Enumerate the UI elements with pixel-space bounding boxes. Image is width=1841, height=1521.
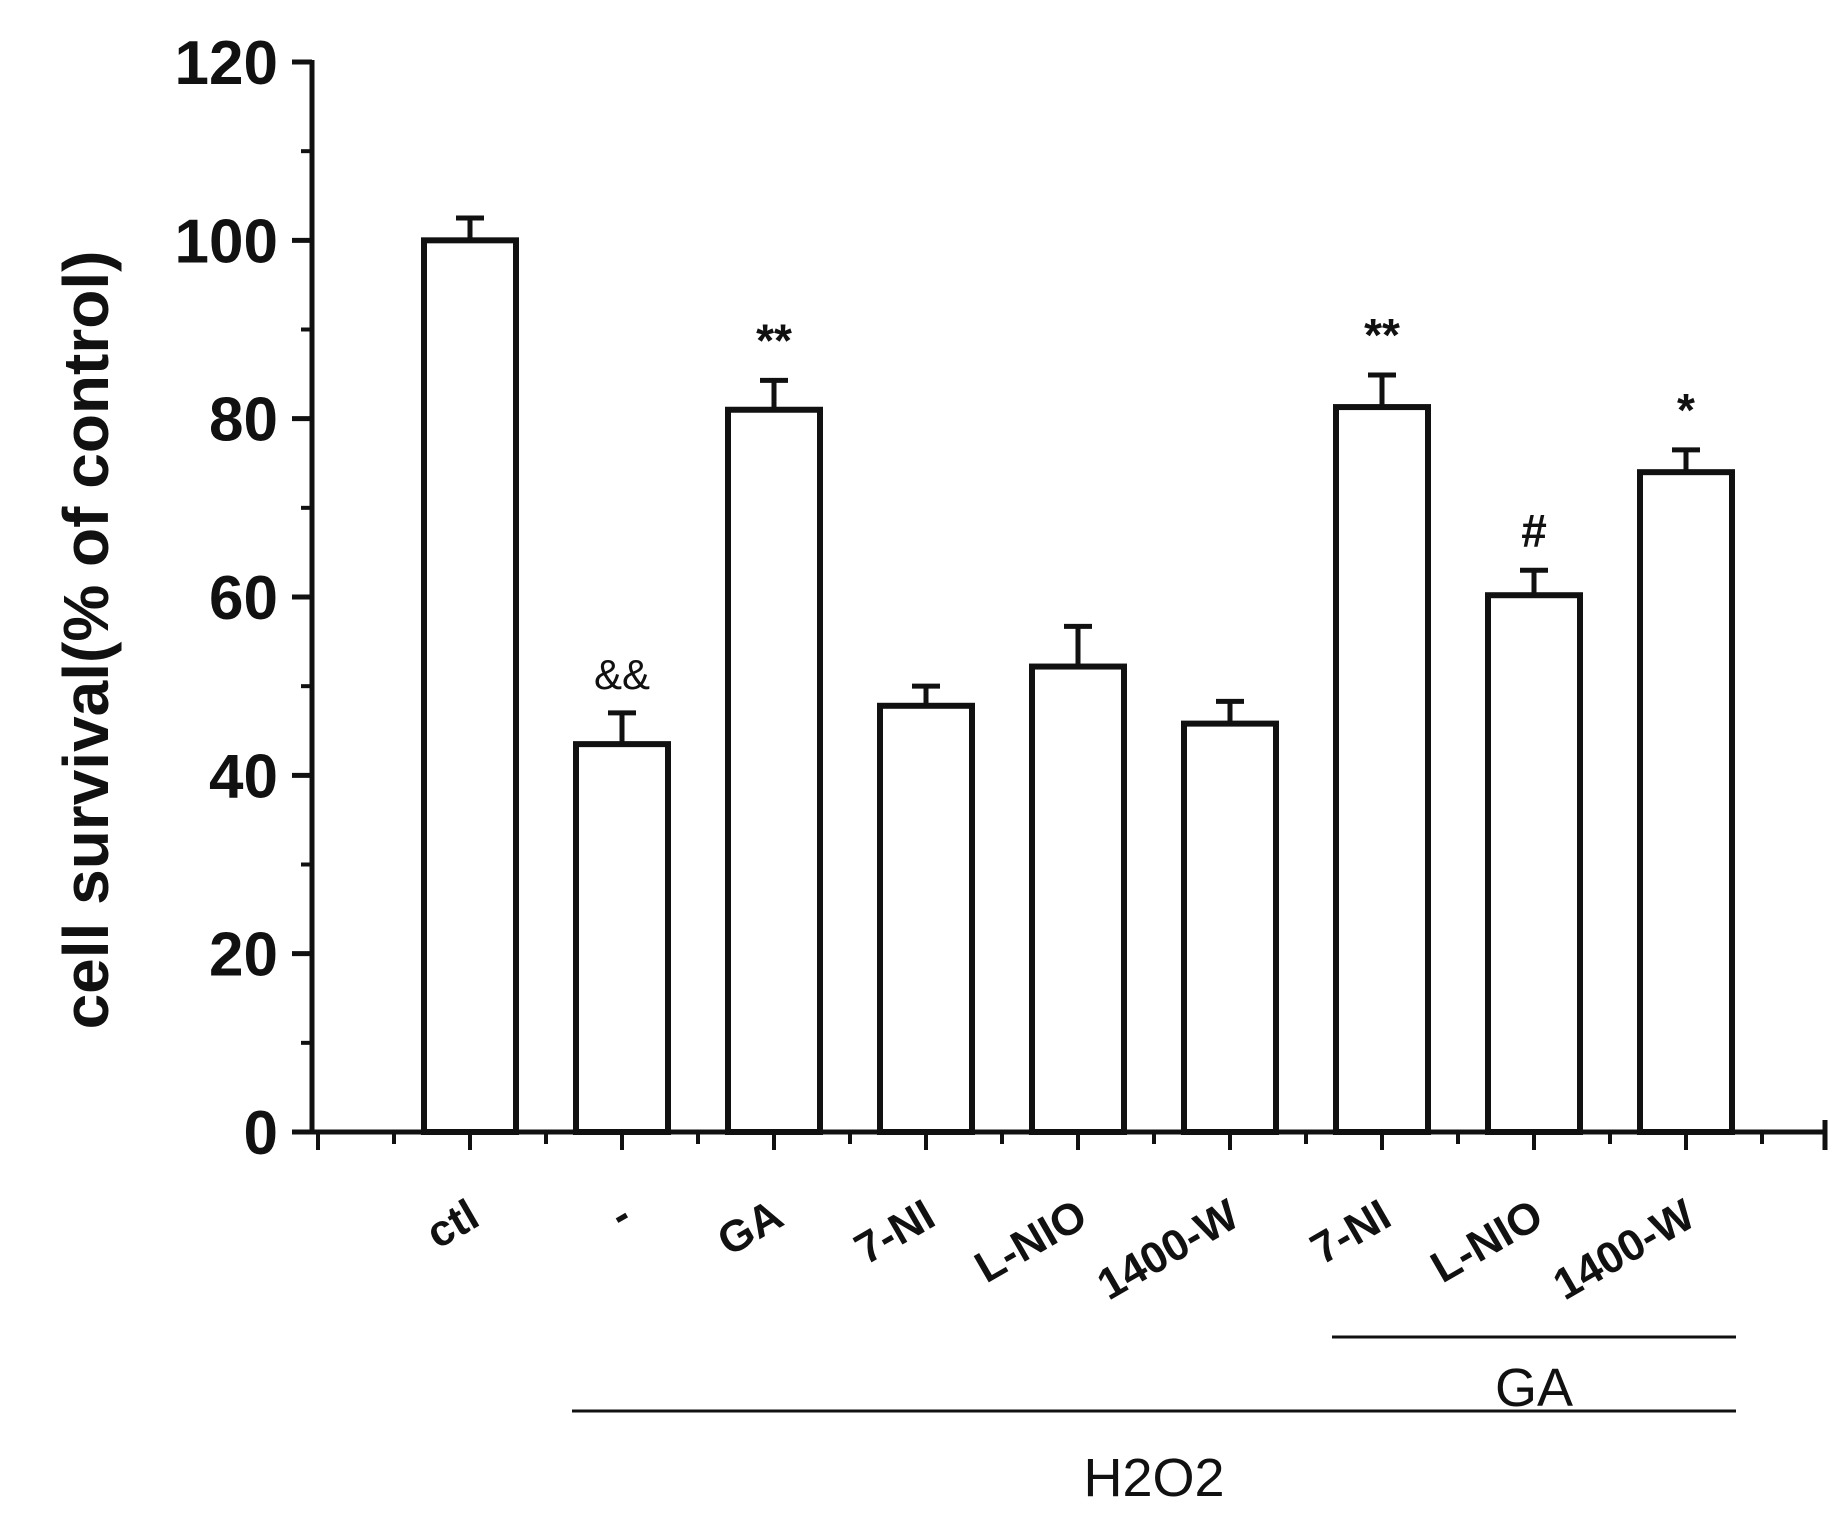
y-tick-label: 20 [209,921,278,990]
bar [573,741,671,1135]
x-tick-label: - [602,1190,639,1240]
y-tick-label: 80 [209,386,278,455]
x-tick-label: 1400-W [1089,1190,1247,1310]
x-tick-label: 7-NI [847,1190,943,1274]
y-axis: 0 20 40 60 80 100 120 [175,29,315,1168]
bar [1333,404,1431,1135]
group-label: H2O2 [1083,1448,1224,1508]
x-tick-label: 1400-W [1545,1190,1703,1310]
y-tick-label: 120 [175,29,278,98]
group-brackets: GA H2O2 [572,1335,1736,1508]
group-label: GA [1495,1358,1573,1418]
significance-marker: ** [1364,309,1400,361]
x-tick-label: 7-NI [1303,1190,1399,1274]
x-tick-label: ctl [418,1190,487,1258]
y-axis-label: cell survival(% of control) [50,251,122,1030]
x-tick-label: L-NIO [967,1190,1095,1292]
bar [877,702,975,1135]
y-tick-label: 0 [244,1099,278,1168]
significance-marker: * [1677,384,1695,436]
y-tick-label: 40 [209,742,278,811]
bar [421,237,519,1136]
bar [1485,592,1583,1135]
x-tick-label: L-NIO [1423,1190,1551,1292]
x-tick-label: GA [709,1190,791,1265]
y-tick-label: 100 [175,207,278,276]
y-tick-label: 60 [209,564,278,633]
bar [1181,720,1279,1135]
bars: && ** ** # * [421,215,1735,1136]
significance-marker: ** [756,314,792,366]
significance-marker: # [1521,504,1547,556]
bar [1029,663,1127,1135]
bar [725,406,823,1135]
bar [1637,469,1735,1135]
significance-marker: && [594,651,650,698]
